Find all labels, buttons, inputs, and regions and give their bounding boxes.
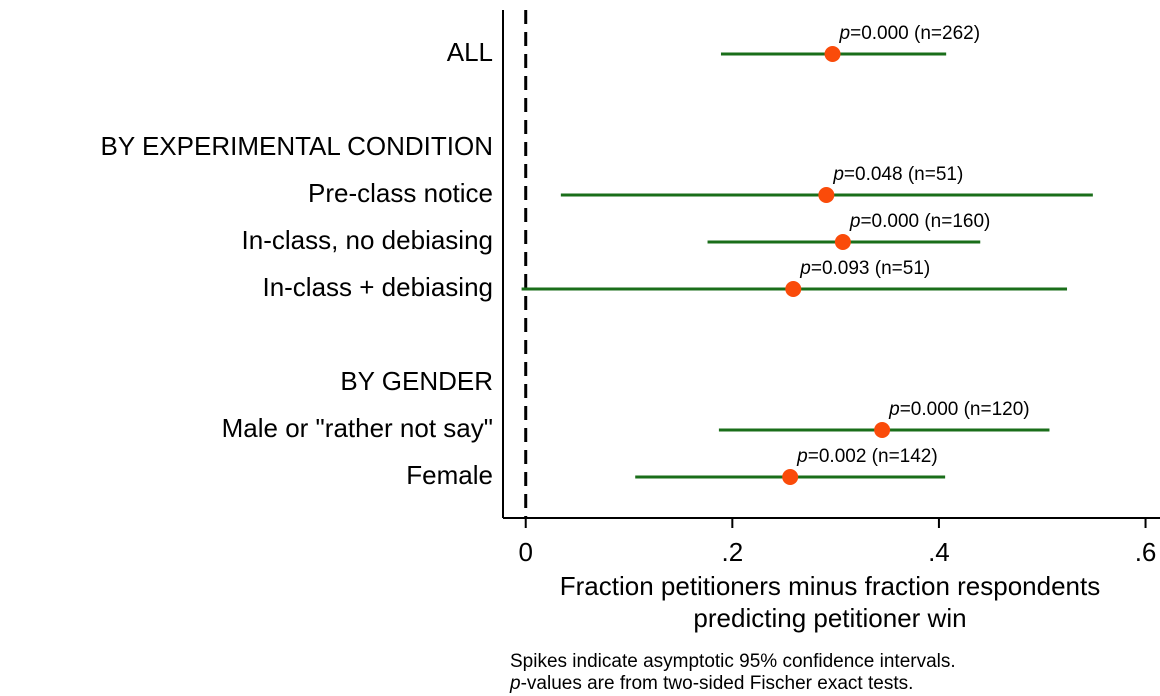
annotation: p=0.000 (n=262) xyxy=(839,23,981,44)
note: p-values are from two-sided Fischer exac… xyxy=(509,673,913,694)
x-tick-label: .6 xyxy=(1135,537,1157,567)
annotation-text: =0.000 (n=120) xyxy=(900,399,1030,420)
annotation: p=0.002 (n=142) xyxy=(796,446,938,467)
annotation-text: =0.093 (n=51) xyxy=(811,258,930,279)
category-label: BY GENDER xyxy=(340,366,493,396)
p-symbol: p xyxy=(509,673,521,694)
annotation-text: =0.000 (n=160) xyxy=(860,211,990,232)
p-symbol: p xyxy=(832,164,844,185)
annotation-text: =0.002 (n=142) xyxy=(808,446,938,467)
x-axis-title: Fraction petitioners minus fraction resp… xyxy=(560,571,1101,601)
p-symbol: p xyxy=(888,399,900,420)
category-label: BY EXPERIMENTAL CONDITION xyxy=(101,131,493,161)
point-estimate xyxy=(785,281,802,297)
point-estimate xyxy=(824,46,841,62)
annotation: p=0.093 (n=51) xyxy=(799,258,930,279)
point-estimate xyxy=(874,422,891,438)
x-axis-title: predicting petitioner win xyxy=(693,603,966,633)
annotation-text: =0.048 (n=51) xyxy=(844,164,963,185)
category-label: In-class + debiasing xyxy=(262,272,493,302)
x-tick-label: 0 xyxy=(518,537,532,567)
point-estimate xyxy=(782,469,799,485)
category-label: Pre-class notice xyxy=(308,178,493,208)
category-label: ALL xyxy=(447,37,493,67)
p-symbol: p xyxy=(849,211,861,232)
category-label: Male or "rather not say" xyxy=(222,413,493,443)
point-estimate xyxy=(818,187,835,203)
x-tick-label: .4 xyxy=(928,537,950,567)
p-symbol: p xyxy=(796,446,808,467)
p-symbol: p xyxy=(839,23,851,44)
annotation: p=0.000 (n=160) xyxy=(849,211,991,232)
annotation-text: =0.000 (n=262) xyxy=(850,23,980,44)
annotation: p=0.048 (n=51) xyxy=(832,164,963,185)
x-tick-label: .2 xyxy=(721,537,743,567)
category-label: Female xyxy=(406,460,493,490)
point-estimate xyxy=(834,234,851,250)
note: Spikes indicate asymptotic 95% confidenc… xyxy=(510,651,956,672)
annotation: p=0.000 (n=120) xyxy=(888,399,1030,420)
category-label: In-class, no debiasing xyxy=(242,225,493,255)
p-symbol: p xyxy=(799,258,811,279)
note-text: -values are from two-sided Fischer exact… xyxy=(521,673,914,694)
